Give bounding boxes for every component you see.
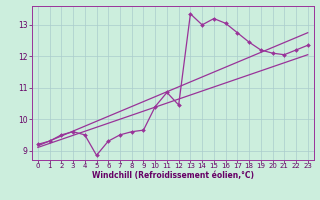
- X-axis label: Windchill (Refroidissement éolien,°C): Windchill (Refroidissement éolien,°C): [92, 171, 254, 180]
